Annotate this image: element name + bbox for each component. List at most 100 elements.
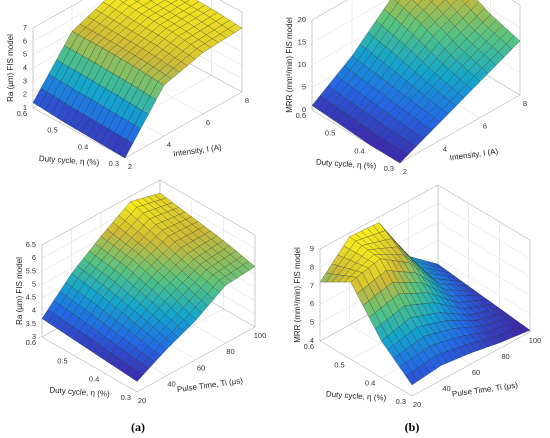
z-grid-line	[437, 221, 531, 278]
z-tick-label: 15	[298, 37, 306, 46]
y-tick-label: 0.3	[121, 393, 131, 402]
y-axis-label: Duty cycle, η (%)	[326, 390, 387, 403]
x-tick-label: 8	[523, 99, 527, 108]
z-tick-label: 4	[310, 336, 314, 345]
x-tick-label: 2	[403, 167, 407, 176]
y-tick-label: 0.6	[17, 109, 27, 118]
surface-patch	[134, 0, 141, 2]
surface-patch	[149, 0, 153, 1]
axis-edge	[32, 0, 84, 29]
axis-edge	[319, 184, 439, 250]
z-axis-label: MRR (mm³/min) FIS model	[285, 17, 294, 113]
z-tick-label: 5	[23, 50, 27, 59]
z-tick-label: 6	[23, 36, 27, 45]
z-tick-label: 3	[32, 332, 36, 341]
x-tick-label: 4	[167, 140, 171, 149]
x-tick-label: 80	[226, 347, 234, 356]
surface-patch	[393, 150, 409, 164]
axis-edge	[437, 184, 531, 241]
x-tick-label: 40	[167, 380, 175, 389]
z-tick-label: 0	[302, 105, 306, 114]
z-tick-label: 5	[310, 318, 314, 327]
axis-edge	[219, 0, 243, 13]
y-tick-label: 0.3	[396, 397, 406, 406]
axis-edge	[41, 336, 138, 393]
z-axis-label: MRR (mm³/min) FIS model	[293, 247, 302, 343]
y-tick-label: 0.5	[57, 356, 67, 365]
x-axis-label: Intensity, I (A)	[173, 143, 223, 159]
x-tick-label: 2	[128, 162, 132, 171]
axis-edge	[399, 94, 521, 164]
panel-label: (b)	[405, 420, 420, 434]
y-axis-label: Duty cycle, η (%)	[49, 386, 110, 399]
surface-patch	[394, 0, 401, 3]
z-grid-line	[311, 0, 388, 43]
y-axis-label: Duty cycle, η (%)	[316, 158, 377, 171]
z-tick-label: 6	[310, 299, 314, 308]
y-tick-label: 0.3	[384, 164, 394, 173]
x-tick-label: 20	[138, 396, 146, 405]
z-tick-label: 5	[32, 279, 36, 288]
z-tick-label: 1	[23, 103, 27, 112]
x-tick-label: 80	[501, 352, 509, 361]
z-grid-line	[437, 258, 531, 314]
z-tick-label: 7	[310, 281, 314, 290]
axis-edge	[159, 179, 256, 236]
z-tick-label: 6	[32, 253, 36, 262]
z-grid-line	[437, 203, 531, 259]
y-tick-label: 0.6	[26, 338, 36, 347]
y-tick-label: 0.4	[78, 142, 88, 151]
surface-patch	[119, 0, 128, 3]
x-axis-label: Intensity, I (A)	[449, 147, 499, 163]
x-tick-label: 4	[443, 144, 447, 153]
y-tick-label: 0.6	[304, 342, 314, 351]
axis-edge	[311, 0, 348, 21]
z-axis-label: Ra (μm) FIS model	[6, 34, 15, 102]
x-tick-label: 100	[254, 331, 267, 340]
z-tick-label: 4	[23, 63, 27, 72]
z-tick-label: 7	[23, 23, 27, 32]
z-tick-label: 4	[32, 306, 36, 315]
x-tick-label: 8	[245, 96, 249, 105]
panel-label: (a)	[131, 420, 145, 434]
surface-patch	[429, 0, 434, 3]
axis-edge	[41, 179, 161, 246]
z-tick-label: 6.5	[26, 240, 36, 249]
y-tick-label: 0.4	[89, 375, 99, 384]
y-tick-label: 0.6	[296, 111, 306, 120]
surface-patch	[118, 139, 133, 159]
surface-patch	[461, 0, 469, 4]
z-tick-label: 3.5	[26, 319, 36, 328]
z-tick-label: 2	[23, 90, 27, 99]
y-tick-label: 0.5	[334, 360, 344, 369]
x-tick-label: 40	[442, 384, 450, 393]
z-grid-line	[437, 239, 531, 296]
x-tick-label: 60	[197, 363, 205, 372]
y-axis-label: Duty cycle, η (%)	[39, 154, 100, 167]
y-tick-label: 0.4	[354, 146, 364, 155]
z-tick-label: 10	[298, 60, 306, 69]
z-tick-label: 5.5	[26, 266, 36, 275]
z-grid-line	[32, 0, 107, 42]
x-tick-label: 60	[472, 368, 480, 377]
z-tick-label: 5	[302, 82, 306, 91]
axis-edge	[411, 331, 531, 397]
x-axis-label: Pulse Time, Ti (μs)	[176, 376, 243, 394]
axis-edge	[32, 107, 126, 159]
z-axis-label: Ra (μm) FIS model	[15, 257, 24, 325]
x-tick-label: 6	[206, 118, 210, 127]
axis-edge	[319, 340, 413, 397]
axis-edge	[124, 91, 243, 159]
x-tick-label: 20	[413, 400, 421, 409]
z-tick-label: 3	[23, 76, 27, 85]
axis-edge	[136, 326, 256, 393]
y-tick-label: 0.4	[365, 379, 375, 388]
x-axis-label: Pulse Time, Ti (μs)	[451, 380, 518, 398]
surface-patch	[130, 370, 144, 382]
x-tick-label: 100	[529, 336, 542, 345]
y-tick-label: 0.5	[47, 126, 57, 135]
y-tick-label: 0.3	[109, 159, 119, 168]
z-tick-label: 8	[310, 262, 314, 271]
z-tick-label: 4.5	[26, 293, 36, 302]
